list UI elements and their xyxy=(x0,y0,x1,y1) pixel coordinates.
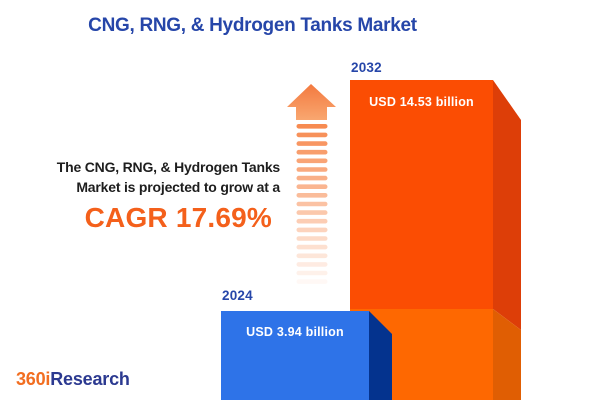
growth-arrow-stripe xyxy=(296,175,328,181)
growth-arrow-stripe xyxy=(296,193,328,198)
growth-arrow-stripe xyxy=(296,167,328,172)
growth-arrow-stripe xyxy=(296,262,328,267)
bar-2024-year-label: 2024 xyxy=(222,288,253,303)
growth-arrow-stripe xyxy=(296,279,328,284)
growth-arrow-stripe xyxy=(296,158,328,164)
annotation-line2: Market is projected to grow at a xyxy=(76,179,280,195)
growth-arrow-head-icon xyxy=(287,84,336,120)
growth-arrow-stripe xyxy=(296,184,328,189)
growth-arrow-stripe xyxy=(296,149,328,155)
bar-2032-side-top xyxy=(493,80,521,330)
growth-arrow-stripe xyxy=(296,244,328,250)
growth-arrow-stripe xyxy=(296,227,328,233)
growth-arrow-stripe xyxy=(296,210,328,215)
bar-2032-year-label: 2032 xyxy=(351,60,382,75)
bar-2032-side-bottom xyxy=(493,309,521,400)
brand-logo-suffix: Research xyxy=(50,369,130,389)
annotation-text: The CNG, RNG, & Hydrogen Tanks Market is… xyxy=(0,157,280,197)
growth-arrow-stripe xyxy=(296,218,328,224)
brand-logo: 360iResearch xyxy=(16,369,130,390)
growth-arrow-stripe xyxy=(296,253,328,259)
bar-2024-value-label: USD 3.94 billion xyxy=(246,325,344,339)
cagr-value: CAGR 17.69% xyxy=(84,202,272,233)
brand-logo-prefix: 360i xyxy=(16,369,51,389)
annotation-line1: The CNG, RNG, & Hydrogen Tanks xyxy=(56,159,280,175)
growth-arrow-stripe xyxy=(296,270,328,276)
growth-arrow-stripe xyxy=(296,124,328,129)
growth-arrow-stripes xyxy=(296,124,328,284)
chart-title: CNG, RNG, & Hydrogen Tanks Market xyxy=(88,15,417,36)
bar-2032-front-top xyxy=(350,80,493,309)
bar-2024-front xyxy=(221,311,369,400)
growth-arrow-stripe xyxy=(296,236,328,241)
bar-2024-side xyxy=(369,311,392,400)
growth-arrow-stripe xyxy=(296,201,328,207)
growth-arrow-stripe xyxy=(296,132,328,138)
growth-arrow-stripe xyxy=(296,141,328,146)
bar-2032-value-label: USD 14.53 billion xyxy=(369,95,474,109)
